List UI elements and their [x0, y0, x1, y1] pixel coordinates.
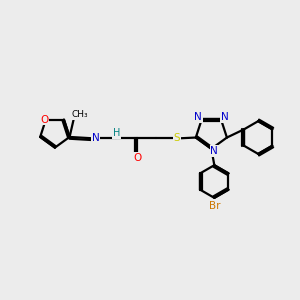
Text: N: N: [221, 112, 228, 122]
Text: O: O: [40, 115, 48, 125]
Text: H: H: [112, 128, 120, 138]
Text: N: N: [194, 112, 202, 122]
Text: S: S: [174, 134, 181, 143]
Text: Br: Br: [208, 201, 220, 211]
Text: O: O: [133, 153, 141, 163]
Text: N: N: [211, 146, 218, 156]
Text: N: N: [92, 134, 99, 143]
Text: CH₃: CH₃: [71, 110, 88, 119]
